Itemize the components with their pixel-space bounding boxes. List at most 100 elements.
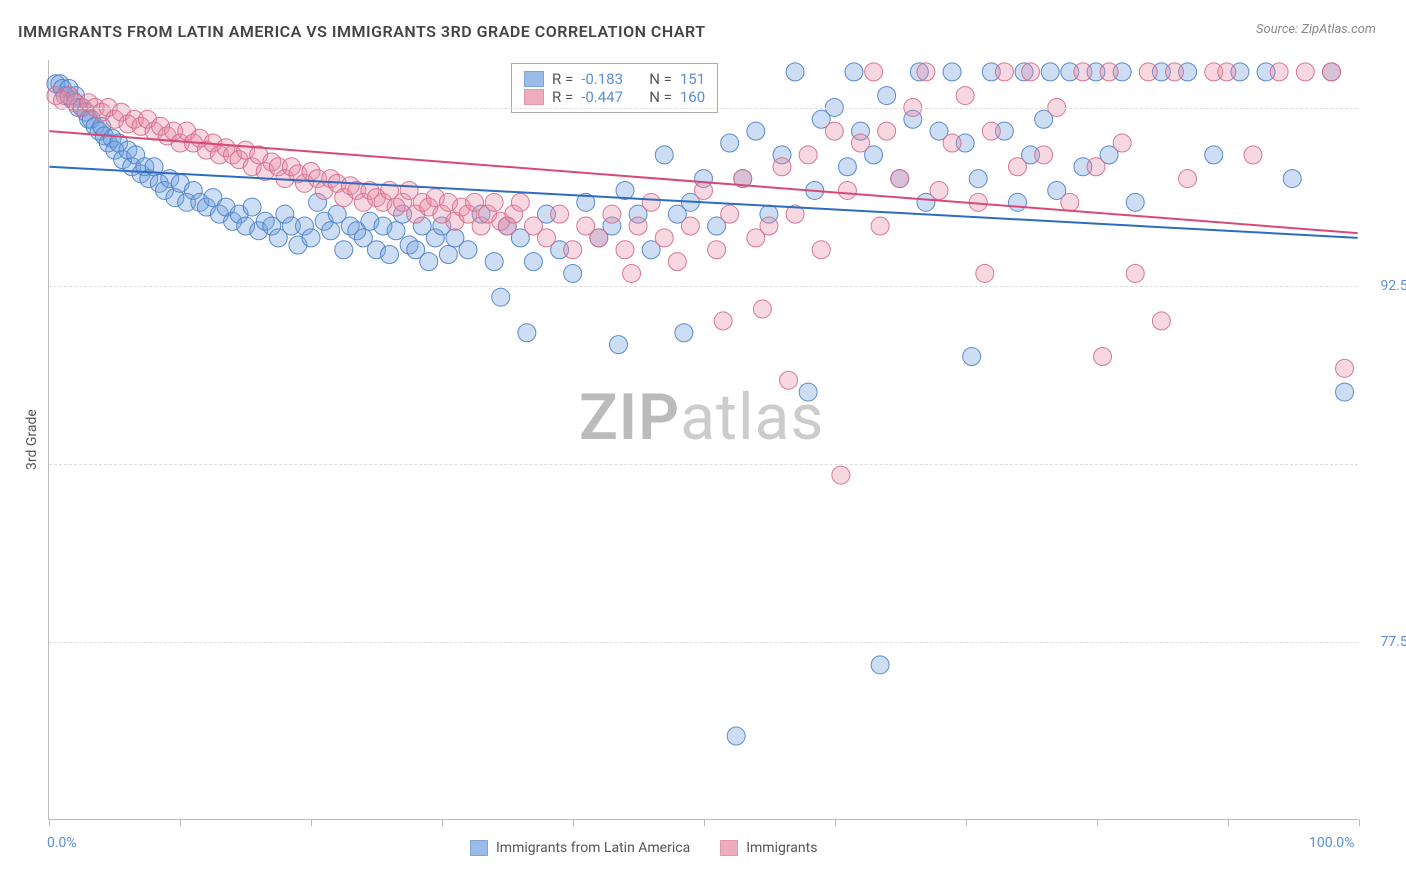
scatter-point <box>668 253 686 271</box>
y-axis-title: 3rd Grade <box>24 409 40 470</box>
scatter-point <box>786 63 804 81</box>
legend-r-value-1: -0.183 <box>581 70 641 88</box>
scatter-point <box>387 222 405 240</box>
scatter-point <box>616 241 634 259</box>
gridline-h <box>49 464 1358 465</box>
scatter-point <box>871 217 889 235</box>
scatter-point <box>1179 170 1197 188</box>
scatter-point <box>1283 170 1301 188</box>
chart-title: IMMIGRANTS FROM LATIN AMERICA VS IMMIGRA… <box>18 22 706 41</box>
scatter-point <box>1205 146 1223 164</box>
scatter-point <box>1041 63 1059 81</box>
x-tick <box>1097 819 1098 826</box>
scatter-point <box>420 253 438 271</box>
scatter-point <box>727 727 745 745</box>
x-tick <box>835 819 836 826</box>
scatter-point <box>492 288 510 306</box>
scatter-point <box>753 300 771 318</box>
scatter-point <box>799 383 817 401</box>
legend-r-label-1: R = <box>552 70 573 88</box>
scatter-point <box>335 241 353 259</box>
scatter-point <box>832 466 850 484</box>
scatter-point <box>381 246 399 264</box>
scatter-point <box>1152 312 1170 330</box>
gridline-h <box>49 642 1358 643</box>
scatter-point <box>459 241 477 259</box>
scatter-point <box>1126 193 1144 211</box>
scatter-point <box>485 253 503 271</box>
y-tick-label: 92.5% <box>1380 278 1406 294</box>
scatter-point <box>518 324 536 342</box>
x-tick <box>442 819 443 826</box>
scatter-point <box>1296 63 1314 81</box>
scatter-point <box>485 193 503 211</box>
scatter-point <box>1061 193 1079 211</box>
bottom-legend-label-1: Immigrants from Latin America <box>496 840 690 856</box>
scatter-point <box>845 63 863 81</box>
x-tick-label: 0.0% <box>47 835 77 851</box>
scatter-point <box>780 371 798 389</box>
legend-n-label-2: N = <box>649 88 672 106</box>
scatter-point <box>1094 347 1112 365</box>
bottom-legend: Immigrants from Latin America Immigrants <box>470 840 817 856</box>
legend-r-value-2: -0.447 <box>581 88 641 106</box>
scatter-point <box>243 198 261 216</box>
scatter-point <box>642 193 660 211</box>
scatter-point <box>943 134 961 152</box>
x-tick <box>180 819 181 826</box>
legend-n-label-1: N = <box>649 70 672 88</box>
plot-svg <box>49 60 1358 819</box>
scatter-point <box>603 205 621 223</box>
scatter-point <box>538 229 556 247</box>
scatter-point <box>564 241 582 259</box>
gridline-h <box>49 108 1358 109</box>
gridline-h <box>49 286 1358 287</box>
scatter-point <box>695 181 713 199</box>
scatter-point <box>1087 158 1105 176</box>
y-tick-label: 77.5% <box>1380 634 1406 650</box>
legend-n-value-2: 160 <box>680 88 705 106</box>
scatter-point <box>891 170 909 188</box>
scatter-point <box>721 205 739 223</box>
scatter-point <box>302 229 320 247</box>
x-tick <box>966 819 967 826</box>
x-tick <box>1228 819 1229 826</box>
scatter-point <box>1244 146 1262 164</box>
scatter-point <box>511 193 529 211</box>
scatter-point <box>930 181 948 199</box>
scatter-point <box>1113 134 1131 152</box>
legend-swatch-series1 <box>524 71 544 87</box>
scatter-point <box>1074 63 1092 81</box>
scatter-point <box>956 87 974 105</box>
bottom-legend-item-1: Immigrants from Latin America <box>470 840 690 856</box>
x-tick <box>311 819 312 826</box>
bottom-legend-item-2: Immigrants <box>720 840 817 856</box>
scatter-point <box>1035 146 1053 164</box>
legend-r-label-2: R = <box>552 88 573 106</box>
scatter-point <box>655 146 673 164</box>
scatter-point <box>1022 63 1040 81</box>
legend-row-series2: R = -0.447 N = 160 <box>524 88 705 106</box>
scatter-point <box>1008 158 1026 176</box>
scatter-point <box>721 134 739 152</box>
scatter-point <box>1336 359 1354 377</box>
scatter-point <box>838 181 856 199</box>
scatter-point <box>838 158 856 176</box>
scatter-point <box>799 146 817 164</box>
x-tick <box>1359 819 1360 826</box>
scatter-point <box>1270 63 1288 81</box>
scatter-point <box>439 246 457 264</box>
legend-row-series1: R = -0.183 N = 151 <box>524 70 705 88</box>
legend-n-value-1: 151 <box>680 70 705 88</box>
scatter-point <box>322 222 340 240</box>
scatter-point <box>675 324 693 342</box>
bottom-swatch-1 <box>470 840 488 856</box>
scatter-point <box>1165 63 1183 81</box>
scatter-point <box>773 158 791 176</box>
scatter-point <box>1336 383 1354 401</box>
plot-area: ZIPatlas R = -0.183 N = 151 R = -0.447 N… <box>48 60 1358 820</box>
scatter-point <box>655 229 673 247</box>
scatter-point <box>871 656 889 674</box>
scatter-point <box>878 87 896 105</box>
scatter-point <box>590 229 608 247</box>
